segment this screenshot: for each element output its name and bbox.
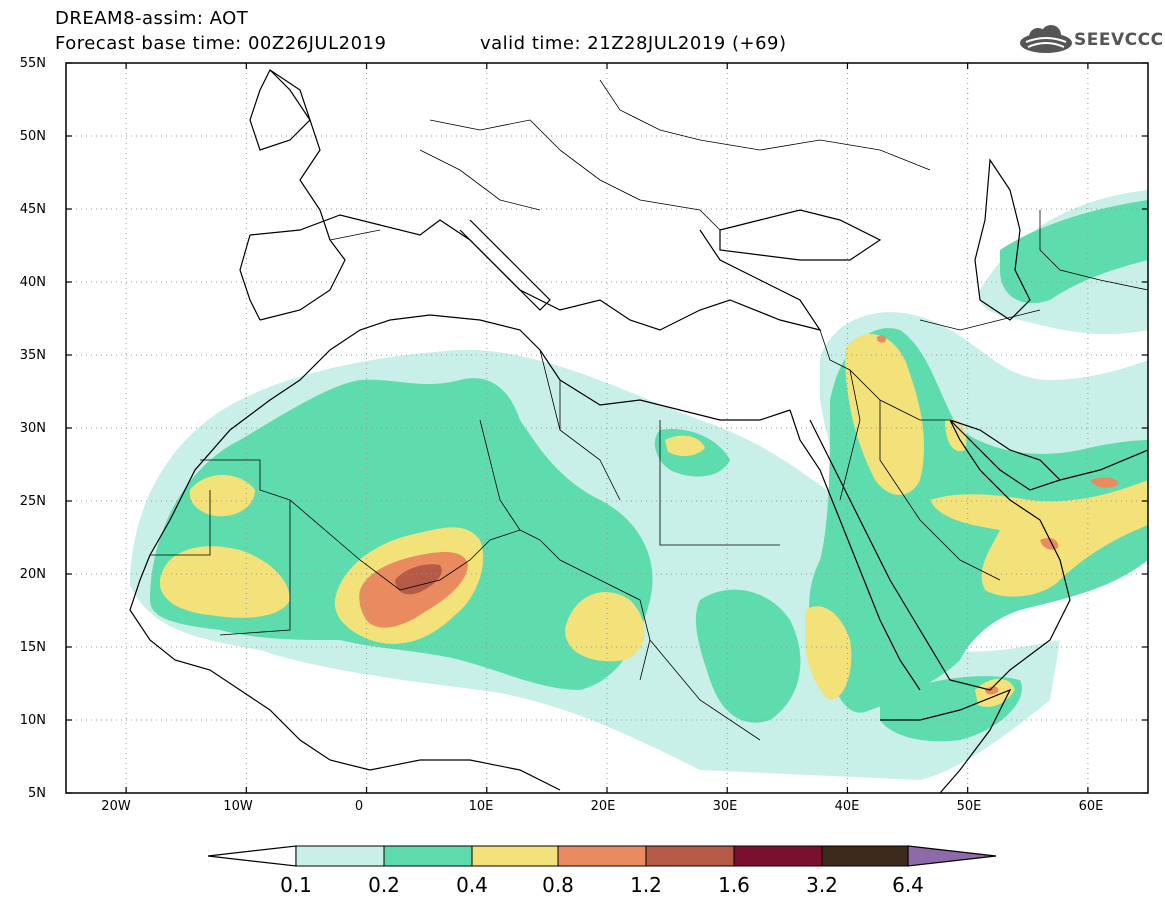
colorbar-label-6-4: 6.4	[892, 873, 924, 897]
lat-label-55n: 55N	[19, 56, 46, 71]
colorbar-bin-5	[645, 845, 735, 867]
lat-label-5n: 5N	[28, 786, 46, 801]
lat-label-50n: 50N	[19, 129, 46, 144]
colorbar-bin-1	[295, 845, 385, 867]
colorbar-bin-3	[471, 845, 559, 867]
lat-label-10n: 10N	[19, 713, 46, 728]
colorbar-label-1-6: 1.6	[718, 873, 750, 897]
lon-label-60e: 60E	[1078, 799, 1104, 814]
colorbar-label-0-2: 0.2	[368, 873, 400, 897]
colorbar-label-3-2: 3.2	[806, 873, 838, 897]
colorbar-bin-2	[383, 845, 473, 867]
lat-label-25n: 25N	[19, 494, 46, 509]
axis-ticks	[66, 62, 1148, 794]
coastlines	[129, 69, 1148, 793]
cloud-logo-icon	[1020, 25, 1072, 53]
lon-label-30e: 30E	[712, 799, 738, 814]
lat-label-20n: 20N	[19, 567, 46, 582]
lon-label-20w: 20W	[101, 799, 131, 814]
lon-label-0: 0	[354, 799, 364, 814]
logo-text: SEEVCCC	[1074, 30, 1164, 50]
map-title: DREAM8-assim: AOT	[55, 8, 249, 29]
colorbar-label-0-8: 0.8	[542, 873, 574, 897]
colorbar-label-0-4: 0.4	[456, 873, 488, 897]
forecast-base-time: Forecast base time: 00Z26JUL2019	[55, 33, 387, 54]
colorbar-high-arrow	[907, 845, 997, 867]
lat-label-45n: 45N	[19, 202, 46, 217]
graticule	[66, 63, 1148, 793]
colorbar-label-1-2: 1.2	[630, 873, 662, 897]
borders	[150, 79, 1148, 741]
lon-label-10w: 10W	[223, 799, 253, 814]
lon-label-10e: 10E	[468, 799, 494, 814]
colorbar	[207, 845, 997, 867]
seevccc-logo: SEEVCCC	[1018, 24, 1163, 58]
colorbar-low-arrow	[207, 845, 297, 867]
aot-shading	[130, 190, 1148, 780]
lon-label-40e: 40E	[834, 799, 860, 814]
lat-label-40n: 40N	[19, 275, 46, 290]
colorbar-bin-6	[733, 845, 823, 867]
lat-label-30n: 30N	[19, 421, 46, 436]
colorbar-label-0-1: 0.1	[280, 873, 312, 897]
lon-label-50e: 50E	[956, 799, 982, 814]
colorbar-bin-7	[821, 845, 909, 867]
colorbar-bin-4	[557, 845, 647, 867]
valid-time: valid time: 21Z28JUL2019 (+69)	[480, 33, 787, 54]
lat-label-35n: 35N	[19, 348, 46, 363]
lat-label-15n: 15N	[19, 640, 46, 655]
lon-label-20e: 20E	[590, 799, 616, 814]
